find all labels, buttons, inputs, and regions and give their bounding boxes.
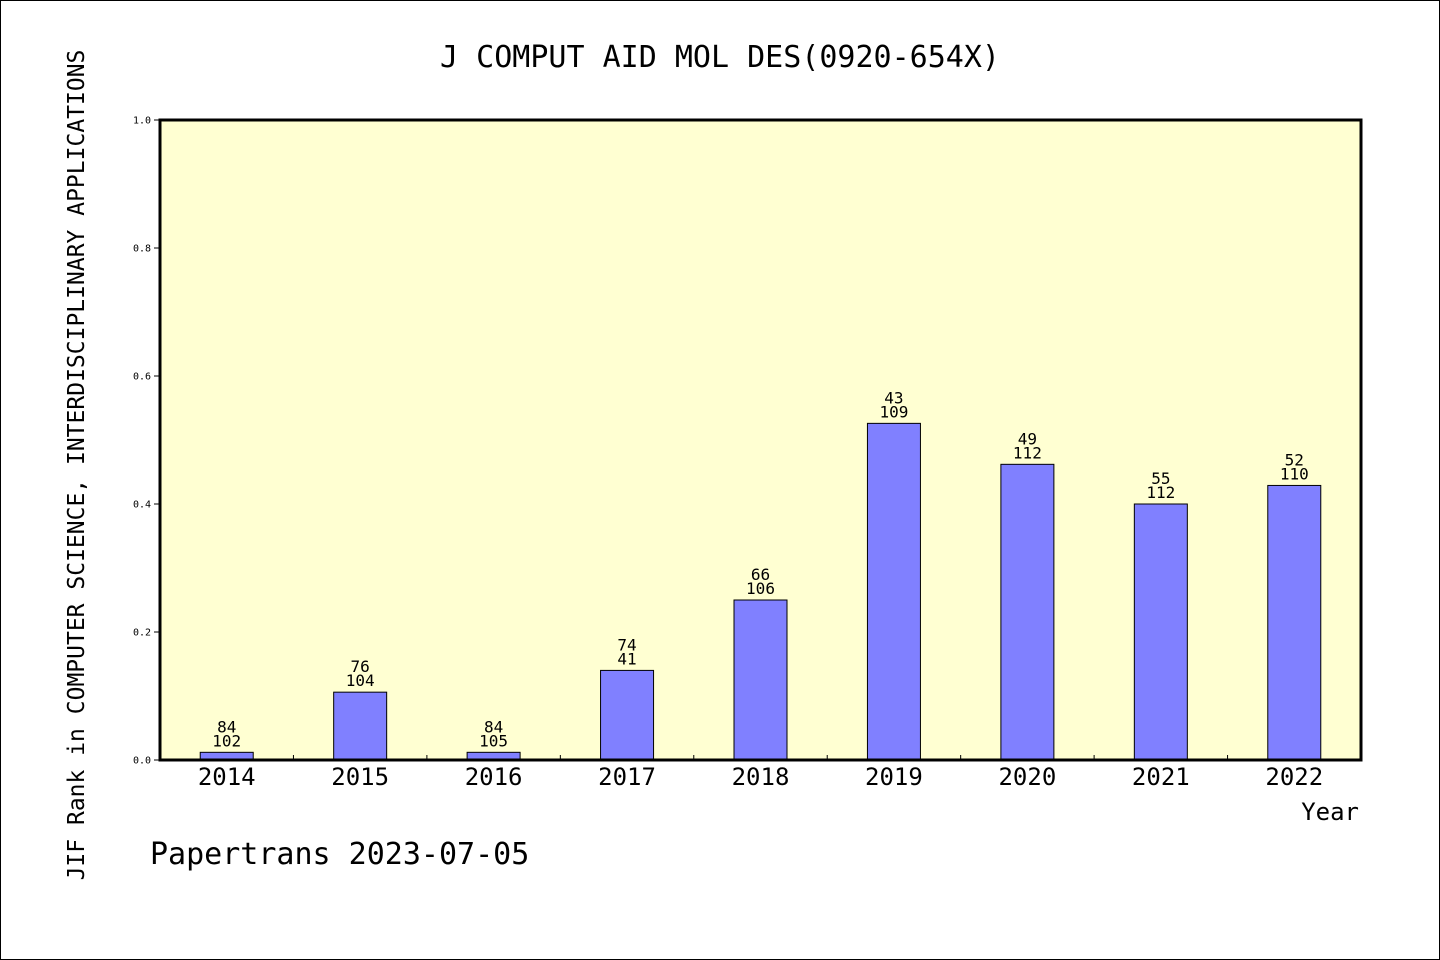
- x-tick-label: 2017: [598, 763, 656, 791]
- x-tick-label: 2020: [998, 763, 1056, 791]
- bar-rank-label: 49: [1018, 429, 1037, 448]
- y-tick-label: 0.8: [133, 244, 151, 255]
- bar-total-label: 102: [212, 731, 241, 750]
- bar-total-label: 112: [1146, 483, 1175, 502]
- y-tick-label: 0.6: [133, 372, 151, 383]
- bar-rank-label: 84: [217, 717, 236, 736]
- bar-rank-label: 55: [1151, 469, 1170, 488]
- bar-total-label: 41: [617, 649, 636, 668]
- x-tick-label: 2021: [1132, 763, 1190, 791]
- y-axis-ticks: 0.0 0.2 0.4 0.6 0.8 1.0: [133, 116, 160, 767]
- bar-rank-label: 52: [1285, 450, 1304, 469]
- bar-total-label: 105: [479, 731, 508, 750]
- x-tick-label: 2014: [198, 763, 256, 791]
- bar-total-label: 112: [1013, 443, 1042, 462]
- bar-total-label: 106: [746, 579, 775, 598]
- bar-2017: [600, 669, 655, 761]
- bar-total-label: 110: [1280, 464, 1309, 483]
- plot-border: [158, 118, 1363, 762]
- bar-rank-label: 43: [884, 388, 903, 407]
- bar-2019: [866, 422, 921, 761]
- x-tick-label: 2016: [465, 763, 523, 791]
- y-tick-label: 0.0: [133, 756, 151, 767]
- y-tick-label: 0.4: [133, 500, 151, 511]
- bar-rank-label: 74: [617, 635, 636, 654]
- bar-2021: [1133, 503, 1188, 761]
- y-tick-label: 0.2: [133, 628, 151, 639]
- bar-2022: [1267, 484, 1322, 761]
- bar-2020: [1000, 463, 1055, 761]
- y-tick-label: 1.0: [133, 116, 151, 127]
- y-axis-label: JIF Rank in COMPUTER SCIENCE, INTERDISCI…: [64, 50, 90, 881]
- bar-total-label: 109: [879, 402, 908, 421]
- x-tick-label: 2022: [1265, 763, 1323, 791]
- x-tick-label: 2018: [732, 763, 790, 791]
- bar-2015: [333, 691, 388, 761]
- bar-rank-label: 66: [751, 565, 770, 584]
- x-tick-label: 2015: [331, 763, 389, 791]
- bar-total-label: 104: [346, 671, 375, 690]
- x-axis-label: Year: [1301, 798, 1359, 826]
- footer-credit: Papertrans 2023-07-05: [150, 837, 529, 872]
- bar-rank-label: 84: [484, 717, 503, 736]
- x-axis-ticks: 2014 2015 2016 2017 2018 2019 2020 2021 2022: [198, 755, 1323, 791]
- bars: [199, 422, 1322, 761]
- chart-title: J COMPUT AID MOL DES(0920-654X): [440, 40, 1000, 75]
- bar-rank-label: 76: [351, 657, 370, 676]
- x-tick-label: 2019: [865, 763, 923, 791]
- bar-2018: [733, 599, 788, 761]
